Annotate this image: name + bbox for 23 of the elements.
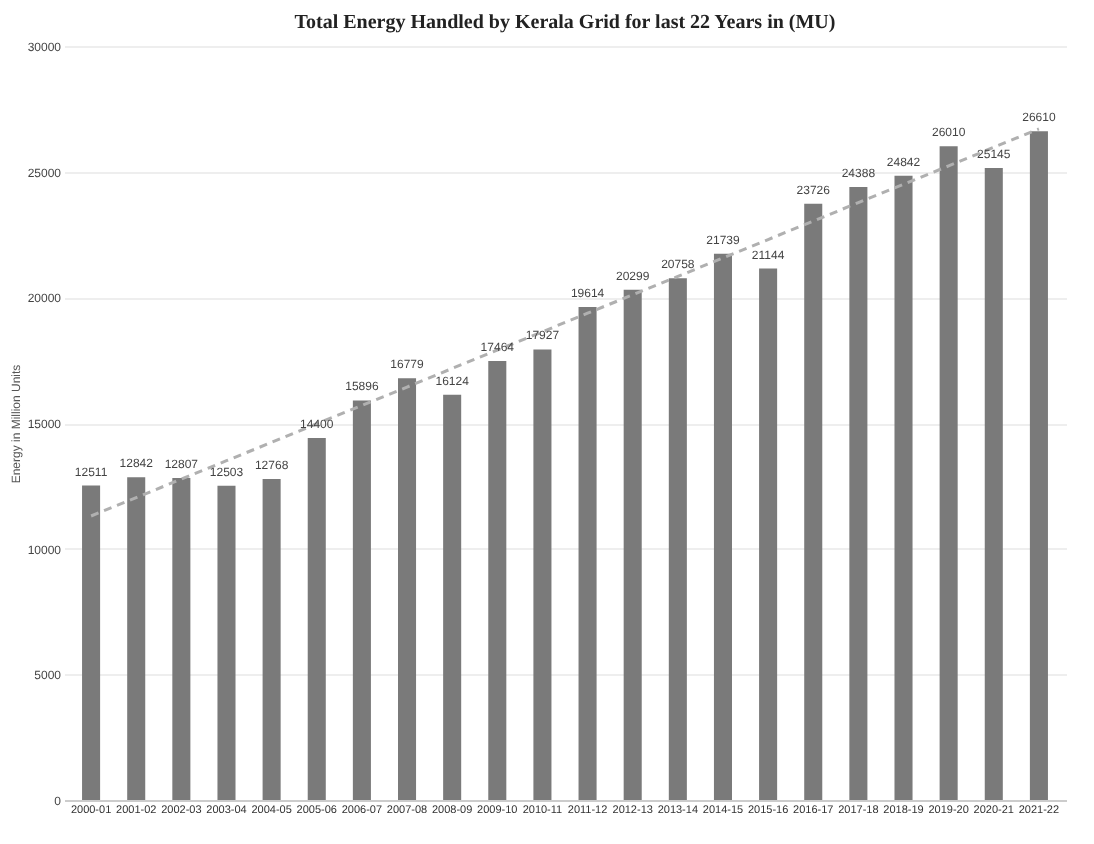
bar [262, 479, 281, 800]
bar [939, 146, 958, 800]
bar [849, 187, 868, 800]
bar [172, 478, 191, 800]
chart-title: Total Energy Handled by Kerala Grid for last 22 Years in (MU) [294, 12, 836, 34]
bar [713, 253, 732, 800]
bar [533, 349, 552, 800]
bar [668, 278, 687, 800]
bar [488, 361, 507, 800]
bar [127, 477, 146, 800]
bar [804, 203, 823, 800]
bar [398, 378, 417, 800]
bar [759, 268, 778, 800]
bar [307, 438, 326, 800]
bar [894, 175, 913, 800]
bar [1029, 131, 1048, 800]
bar [984, 168, 1003, 800]
bar [82, 485, 101, 800]
bar [443, 394, 462, 800]
bar [623, 289, 642, 800]
bar [217, 485, 236, 800]
bar [352, 400, 371, 800]
bar [578, 307, 597, 800]
